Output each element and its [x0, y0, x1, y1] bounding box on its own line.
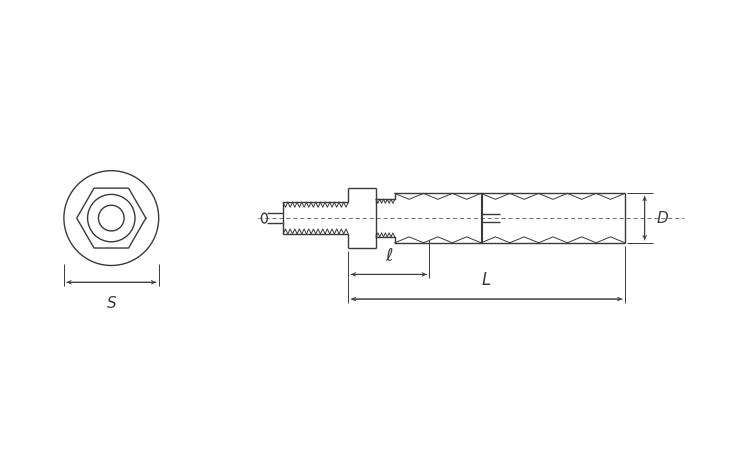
- Text: L: L: [482, 271, 491, 289]
- Text: D: D: [656, 211, 668, 225]
- Text: S: S: [106, 296, 116, 311]
- Text: $\ell$: $\ell$: [385, 247, 393, 265]
